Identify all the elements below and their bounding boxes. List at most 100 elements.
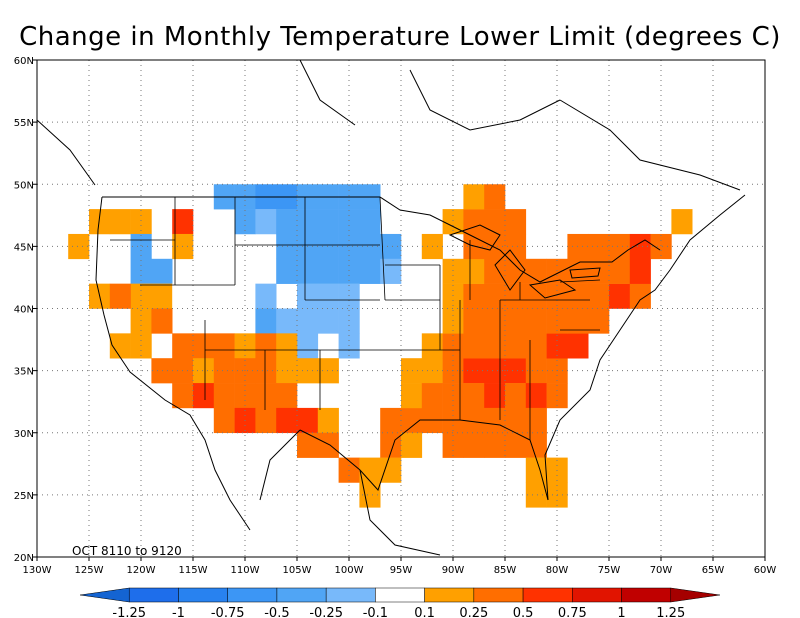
data-cell (484, 407, 506, 434)
data-cell (359, 482, 381, 508)
data-cell (421, 383, 443, 409)
data-cell (463, 432, 485, 458)
lat-tick-label: 40N (14, 305, 34, 316)
data-cell (317, 407, 339, 434)
lat-tick-label: 55N (14, 118, 34, 129)
data-cell (588, 308, 610, 334)
colorbar-swatch (621, 587, 672, 603)
colorbar-swatch (522, 587, 573, 603)
data-cell (338, 283, 360, 309)
data-cell (546, 308, 568, 334)
lat-tick-label: 50N (14, 180, 34, 191)
data-cell (401, 407, 423, 434)
lon-tick-label: 65W (702, 565, 725, 576)
data-cell (109, 283, 131, 309)
data-cell (525, 283, 547, 309)
data-cell (609, 258, 631, 284)
lon-tick-label: 115W (179, 565, 208, 576)
data-cell (276, 233, 298, 260)
west-coast (95, 196, 251, 531)
data-cell (525, 432, 547, 458)
data-cell (130, 209, 152, 235)
data-cell (442, 258, 464, 284)
colorbar-swatch (424, 587, 475, 603)
data-cell (525, 407, 547, 434)
data-cell (317, 358, 339, 384)
data-cell (193, 383, 215, 409)
data-cell (297, 407, 319, 434)
data-cell (193, 358, 215, 384)
colorbar-label: 1.25 (656, 606, 685, 618)
lon-tick-label: 90W (442, 565, 465, 576)
data-cell (276, 308, 298, 334)
lon-tick-label: 85W (494, 565, 517, 576)
lon-tick-label: 60W (754, 565, 777, 576)
data-cell (276, 333, 298, 359)
data-cell (213, 333, 235, 359)
data-cell (401, 383, 423, 409)
data-cell (525, 308, 547, 334)
colorbar-label: 0.75 (558, 606, 587, 618)
lon-tick-label: 110W (231, 565, 260, 576)
data-cell (588, 233, 610, 260)
data-cell (505, 209, 527, 235)
data-cell (297, 308, 319, 334)
colorbar-label: -0.75 (211, 606, 245, 618)
data-cell (297, 283, 319, 309)
data-cell (463, 407, 485, 434)
data-cell (380, 407, 402, 434)
data-cell (317, 258, 339, 284)
data-cell (359, 258, 381, 284)
lat-tick-label: 60N (14, 56, 34, 67)
data-cell (172, 283, 194, 309)
data-cell (484, 283, 506, 309)
data-cell (172, 383, 194, 409)
colorbar-label: -0.1 (363, 606, 388, 618)
data-cell (546, 283, 568, 309)
data-cell (213, 383, 235, 409)
data-cell (213, 358, 235, 384)
data-cell (484, 308, 506, 334)
data-cell (525, 482, 547, 508)
data-cell (505, 333, 527, 359)
data-cell (109, 333, 131, 359)
data-cell (338, 258, 360, 284)
data-cell (359, 457, 381, 483)
lon-tick-label: 130W (23, 565, 52, 576)
data-cell (255, 308, 277, 334)
lat-tick-label: 20N (14, 553, 34, 564)
data-cell (505, 383, 527, 409)
data-cell (588, 283, 610, 309)
data-cell (234, 209, 256, 235)
data-cell (421, 333, 443, 359)
data-cell (546, 258, 568, 284)
data-cell (255, 358, 277, 384)
data-cell (317, 432, 339, 458)
colorbar-swatch (79, 587, 130, 603)
lat-tick-label: 25N (14, 491, 34, 502)
data-cell (484, 333, 506, 359)
data-cell (276, 258, 298, 284)
colorbar-swatch (325, 587, 376, 603)
data-cell (255, 333, 277, 359)
data-cell (505, 308, 527, 334)
data-cell (359, 209, 381, 235)
data-cell (567, 283, 589, 309)
state-border (110, 196, 601, 440)
data-cell (172, 333, 194, 359)
data-cell (130, 258, 152, 284)
data-cell (442, 308, 464, 334)
data-cell (193, 333, 215, 359)
gulf-coast (299, 419, 549, 501)
data-cell (484, 383, 506, 409)
mexico-coast (259, 429, 441, 556)
data-cell (484, 184, 506, 210)
data-cell (213, 407, 235, 434)
data-cell (359, 233, 381, 260)
colorbar-swatch (670, 587, 721, 603)
data-cell (338, 233, 360, 260)
data-cell (297, 333, 319, 359)
data-cell (567, 308, 589, 334)
data-cell (484, 233, 506, 260)
data-cell (525, 333, 547, 359)
